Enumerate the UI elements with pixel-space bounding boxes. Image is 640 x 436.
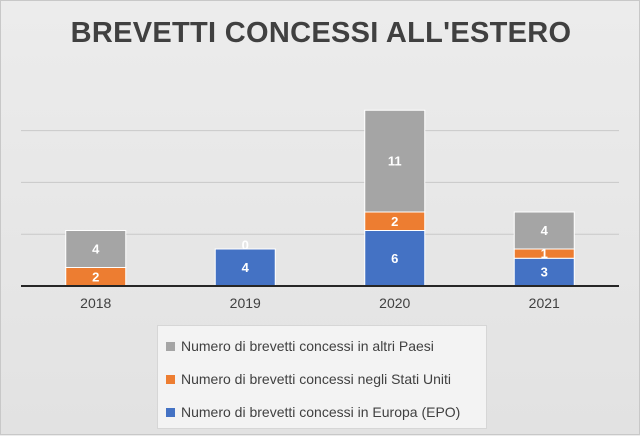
legend: Numero di brevetti concessi in altri Pae… xyxy=(157,325,487,429)
x-tick-label-2021: 2021 xyxy=(529,295,560,311)
bar-2018-series-2 xyxy=(65,230,127,268)
legend-label: Numero di brevetti concessi in altri Pae… xyxy=(181,338,434,354)
data-label-2018-series-2: 4 xyxy=(92,242,100,257)
bar-2021-series-0 xyxy=(513,257,575,287)
x-tick-label-2020: 2020 xyxy=(379,295,410,311)
bar-2019-series-0 xyxy=(214,248,276,287)
x-tick-label-2018: 2018 xyxy=(80,295,111,311)
legend-label: Numero di brevetti concessi negli Stati … xyxy=(181,371,452,387)
chart-title: BREVETTI CONCESSI ALL'ESTERO xyxy=(70,17,572,49)
bar-2021-series-2 xyxy=(513,211,575,250)
data-label-2021-series-0: 3 xyxy=(541,265,548,280)
legend-swatch xyxy=(166,407,175,417)
legend-item-2: Numero di brevetti concessi in altri Pae… xyxy=(166,336,434,356)
data-label-2019-series-0: 4 xyxy=(242,260,250,275)
data-label-2020-series-2: 11 xyxy=(388,154,402,169)
legend-swatch xyxy=(166,374,175,384)
data-label-2020-series-1: 2 xyxy=(391,214,398,229)
bar-2020-series-2 xyxy=(364,109,426,213)
legend-item-1: Numero di brevetti concessi negli Stati … xyxy=(166,369,451,389)
legend-item-0: Numero di brevetti concessi in Europa (E… xyxy=(166,402,460,422)
data-label-2019-series-1: 0 xyxy=(242,238,249,253)
legend-swatch xyxy=(166,341,175,351)
x-tick-label-2019: 2019 xyxy=(230,295,261,311)
data-label-2020-series-0: 6 xyxy=(391,251,398,266)
legend-label: Numero di brevetti concessi in Europa (E… xyxy=(181,404,461,420)
data-label-2018-series-1: 2 xyxy=(92,269,99,284)
data-label-2021-series-2: 4 xyxy=(541,223,549,238)
data-label-2021-series-1: 1 xyxy=(541,246,548,261)
